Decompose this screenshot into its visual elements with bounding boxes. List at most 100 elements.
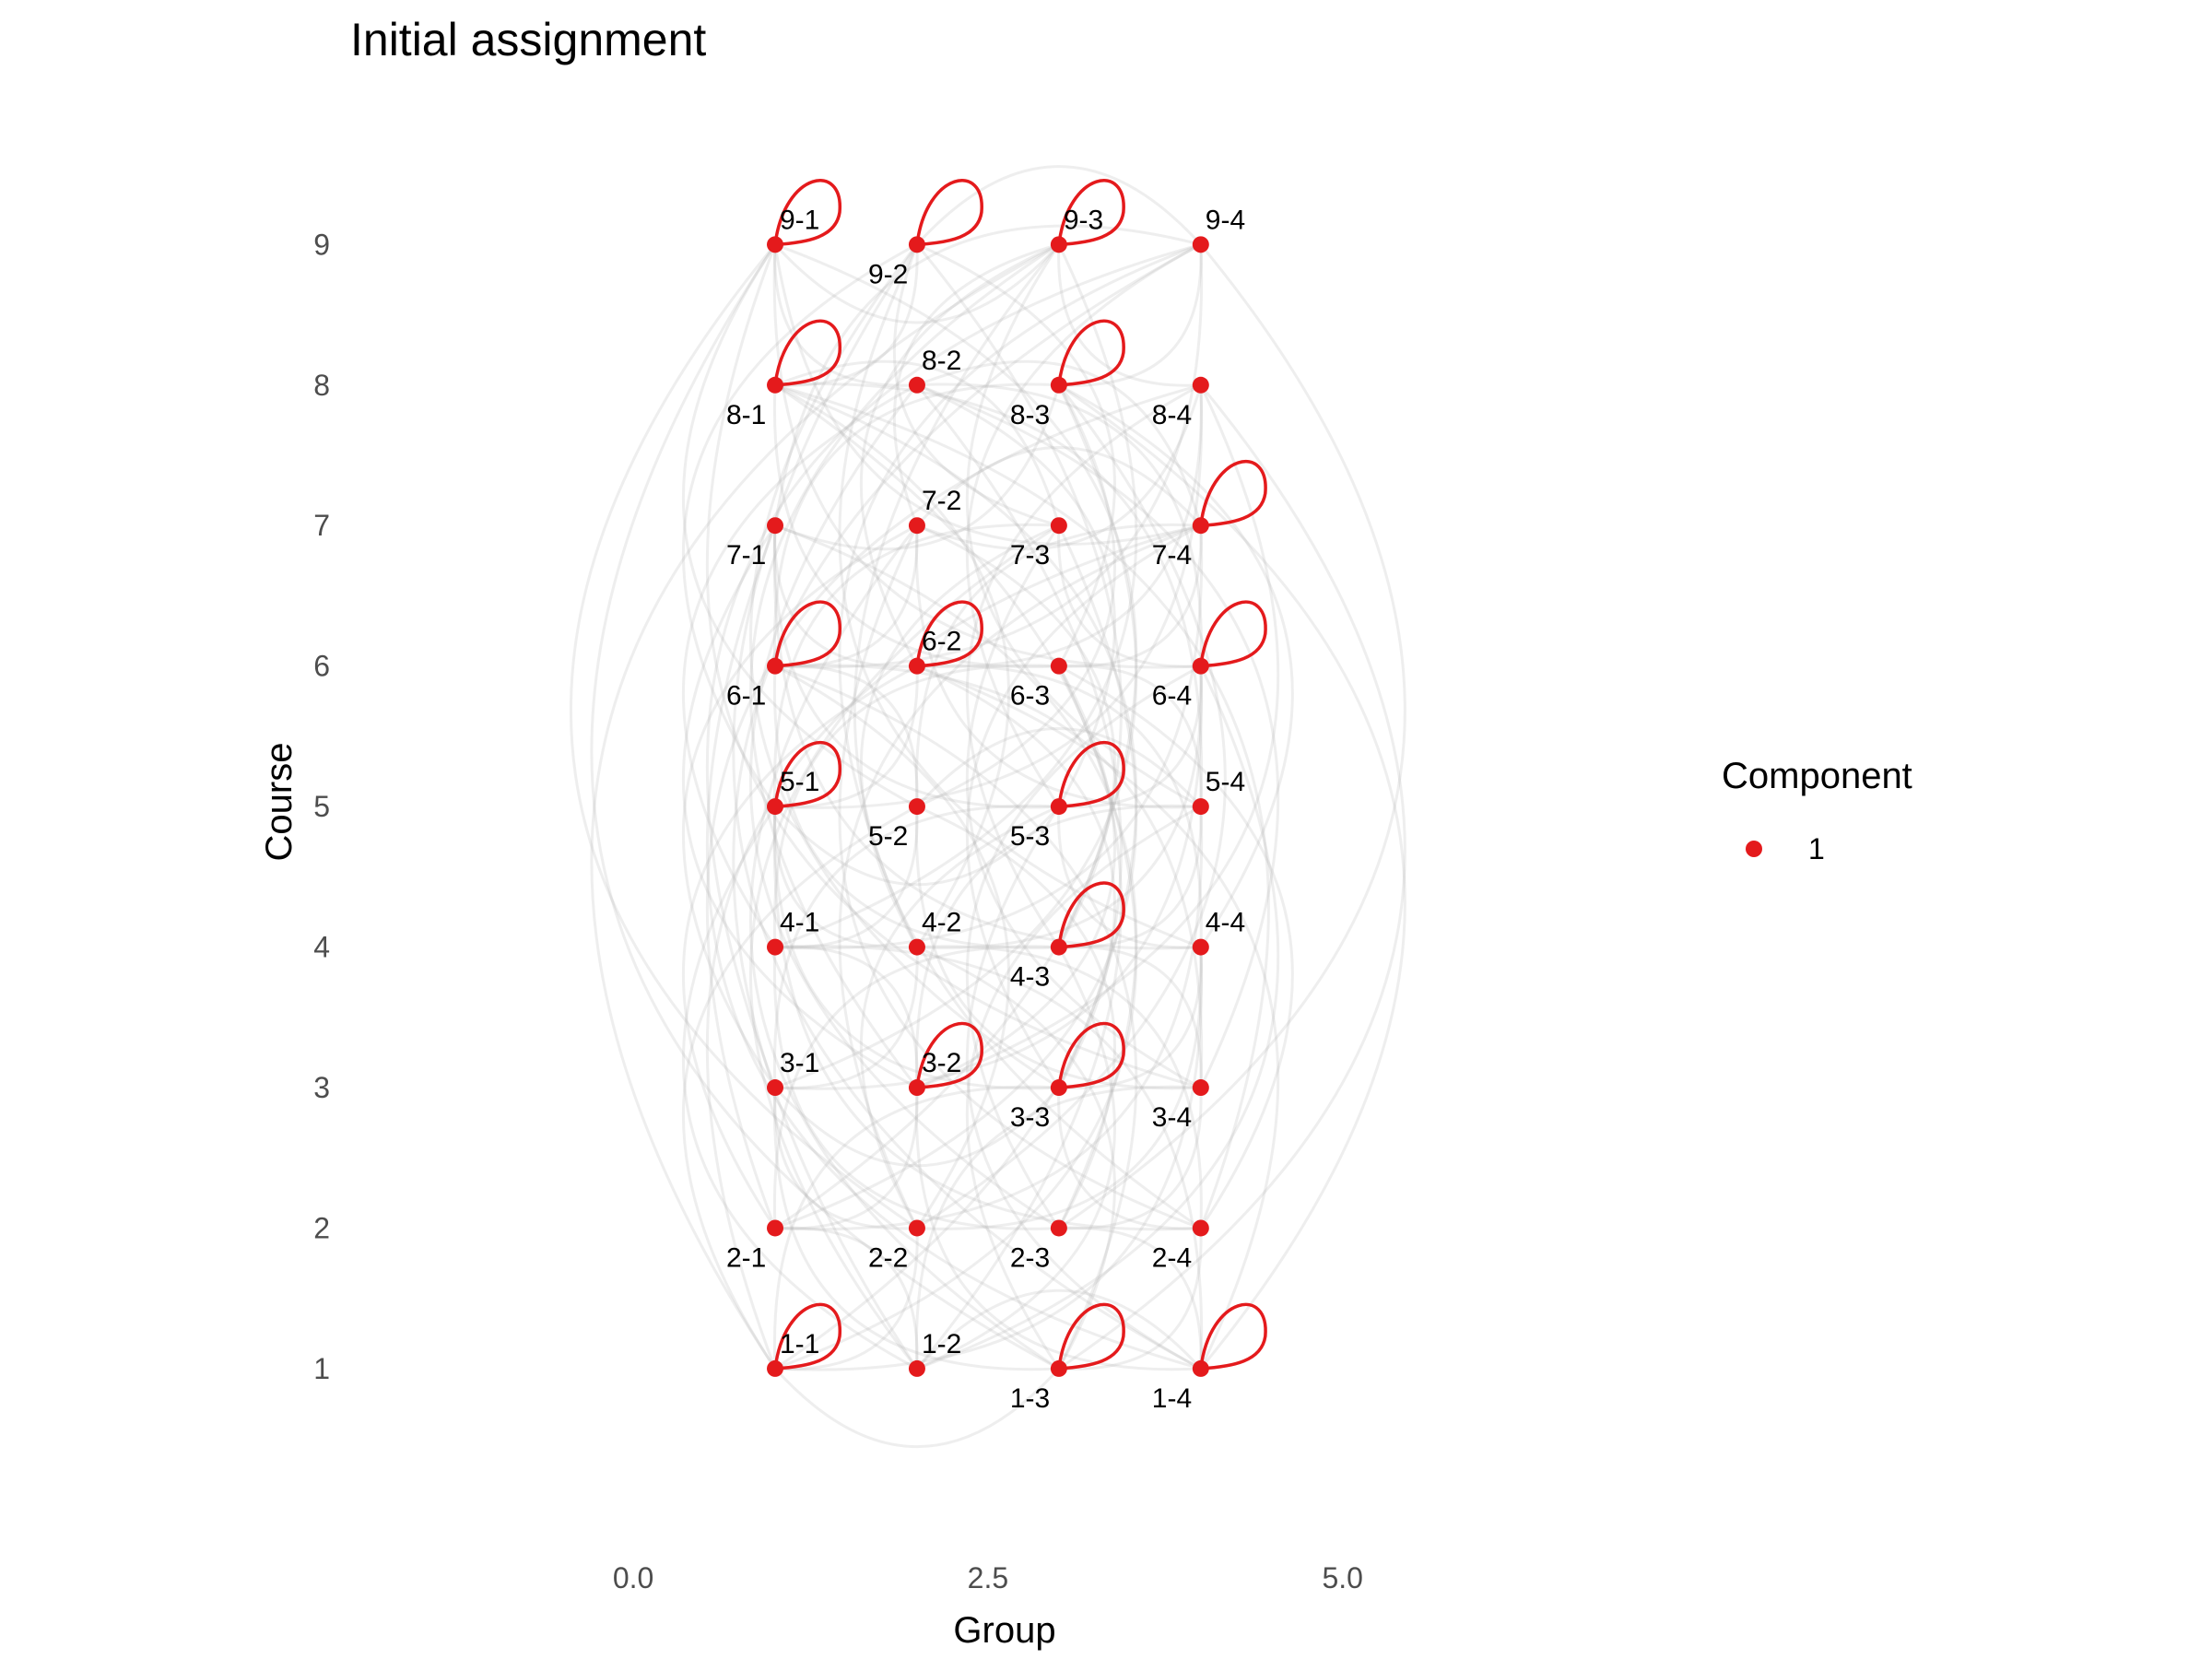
edge-5-3-7-1 bbox=[772, 525, 1059, 809]
node-5-3 bbox=[1050, 798, 1067, 816]
edge-5-1-8-4 bbox=[774, 384, 1204, 809]
edge-3-3-5-1 bbox=[772, 806, 1059, 1090]
edge-3-1-8-3 bbox=[774, 384, 1138, 1089]
node-labels-layer: 1-1 1-2 1-3 1-4 2-1 2-2 2-3 2-4 3-1 3-2 3-3 3-4 4-1 4… bbox=[726, 205, 1245, 1414]
edge-1-3-4-2 bbox=[916, 946, 1116, 1370]
x-axis-ticks: 0.0 2.5 5.0 bbox=[613, 1561, 1363, 1594]
node-label-5-4: 5-4 bbox=[1206, 767, 1245, 797]
edge-5-4-6-3 bbox=[1058, 664, 1203, 807]
node-label-9-2: 9-2 bbox=[868, 259, 908, 289]
edge-3-3-4-4 bbox=[1058, 947, 1203, 1089]
edge-2-2-6-1 bbox=[774, 665, 1010, 1230]
edge-6-4-7-3 bbox=[1057, 525, 1201, 668]
edge-5-2-8-3 bbox=[916, 384, 1116, 808]
edge-2-2-5-3 bbox=[859, 805, 1060, 1230]
self-loop-8-3 bbox=[1057, 319, 1125, 387]
edge-9-1-9-3 bbox=[773, 243, 1061, 324]
self-loop-1-1 bbox=[773, 1302, 841, 1371]
self-loop-6-1 bbox=[773, 600, 841, 668]
self-loop-1-3 bbox=[1057, 1302, 1125, 1371]
node-label-2-3: 2-3 bbox=[1010, 1242, 1050, 1273]
node-3-4 bbox=[1192, 1079, 1209, 1097]
self-loop-1-4 bbox=[1199, 1302, 1267, 1371]
edge-1-3-5-4 bbox=[965, 805, 1202, 1370]
edge-1-3-8-4 bbox=[1058, 383, 1406, 1371]
node-1-1 bbox=[767, 1359, 784, 1377]
edge-2-1-6-2 bbox=[681, 665, 918, 1230]
edge-2-2-7-4 bbox=[838, 524, 1202, 1230]
node-9-1 bbox=[767, 236, 784, 253]
node-label-9-3: 9-3 bbox=[1064, 205, 1103, 235]
edge-4-3-7-2 bbox=[916, 524, 1116, 948]
edge-2-1-9-2 bbox=[774, 243, 1123, 1230]
edge-8-4-9-3 bbox=[1057, 244, 1201, 387]
edge-7-2-7-4 bbox=[915, 446, 1202, 527]
edge-5-2-5-4 bbox=[915, 727, 1202, 808]
edges-layer bbox=[570, 165, 1406, 1448]
node-8-1 bbox=[767, 376, 784, 394]
node-3-2 bbox=[908, 1079, 925, 1097]
self-loop-4-3 bbox=[1057, 881, 1125, 949]
node-label-1-4: 1-4 bbox=[1152, 1383, 1192, 1414]
edge-1-4-5-3 bbox=[965, 806, 1202, 1371]
edge-4-2-9-4 bbox=[838, 242, 1202, 948]
node-7-1 bbox=[767, 517, 784, 535]
edge-2-4-8-1 bbox=[774, 383, 1270, 1230]
node-4-2 bbox=[908, 938, 925, 956]
edge-5-4-7-2 bbox=[914, 525, 1201, 809]
self-loop-8-1 bbox=[773, 319, 841, 387]
edge-2-2-3-1 bbox=[773, 1087, 917, 1230]
edge-1-3-7-2 bbox=[749, 524, 1060, 1371]
edge-6-3-7-4 bbox=[1058, 525, 1203, 668]
edge-2-4-5-1 bbox=[772, 806, 1201, 1231]
edge-1-1-3-3 bbox=[772, 1085, 1059, 1369]
edge-3-4-4-3 bbox=[1058, 945, 1203, 1088]
node-label-7-1: 7-1 bbox=[726, 540, 766, 571]
node-label-6-3: 6-3 bbox=[1010, 681, 1050, 712]
self-loop-9-1 bbox=[773, 179, 841, 247]
node-3-3 bbox=[1050, 1079, 1067, 1097]
node-label-5-2: 5-2 bbox=[868, 821, 908, 852]
edge-1-1-2-2 bbox=[774, 1228, 919, 1371]
self-loop-5-3 bbox=[1057, 740, 1125, 808]
node-label-3-1: 3-1 bbox=[780, 1048, 819, 1078]
node-label-1-2: 1-2 bbox=[922, 1329, 961, 1359]
edge-1-2-2-1 bbox=[774, 1226, 919, 1369]
node-2-4 bbox=[1192, 1219, 1209, 1237]
edge-3-3-7-4 bbox=[965, 524, 1202, 1088]
edge-7-3-9-2 bbox=[892, 243, 1060, 527]
edge-3-4-7-3 bbox=[965, 524, 1202, 1089]
edge-2-1-7-3 bbox=[774, 524, 1138, 1230]
edge-1-3-6-1 bbox=[774, 665, 1138, 1370]
edge-3-2-4-1 bbox=[774, 945, 919, 1088]
edge-1-1-7-4 bbox=[705, 524, 1202, 1370]
edge-1-2-6-4 bbox=[916, 665, 1280, 1371]
edge-8-1-9-2 bbox=[774, 244, 919, 387]
edge-4-2-7-3 bbox=[859, 524, 1060, 948]
edge-2-2-8-3 bbox=[916, 383, 1227, 1230]
edge-3-2-5-4 bbox=[914, 804, 1201, 1088]
self-loop-9-3 bbox=[1057, 179, 1125, 247]
node-6-2 bbox=[908, 657, 925, 675]
edge-3-2-7-1 bbox=[681, 524, 918, 1089]
edge-2-4-6-3 bbox=[1058, 665, 1294, 1230]
edge-3-1-7-2 bbox=[681, 524, 918, 1088]
node-4-1 bbox=[767, 938, 784, 956]
edge-1-3-3-1 bbox=[772, 1087, 1059, 1371]
edge-5-4-9-3 bbox=[965, 243, 1202, 808]
edge-4-3-9-1 bbox=[774, 242, 1138, 948]
edge-2-4-9-3 bbox=[853, 243, 1202, 1230]
edge-3-4-9-1 bbox=[705, 243, 1202, 1089]
edge-5-1-9-2 bbox=[681, 242, 918, 807]
node-label-8-2: 8-2 bbox=[922, 346, 961, 376]
node-label-4-4: 4-4 bbox=[1206, 908, 1245, 938]
edge-2-3-9-4 bbox=[1058, 243, 1406, 1230]
node-label-5-1: 5-1 bbox=[780, 767, 819, 797]
edge-4-4-8-3 bbox=[1058, 383, 1294, 948]
node-label-3-3: 3-3 bbox=[1010, 1102, 1050, 1133]
self-loop-3-3 bbox=[1057, 1021, 1125, 1089]
self-loop-6-4 bbox=[1199, 600, 1267, 668]
edge-4-3-5-4 bbox=[1058, 806, 1203, 949]
edge-9-2-9-4 bbox=[915, 165, 1202, 246]
